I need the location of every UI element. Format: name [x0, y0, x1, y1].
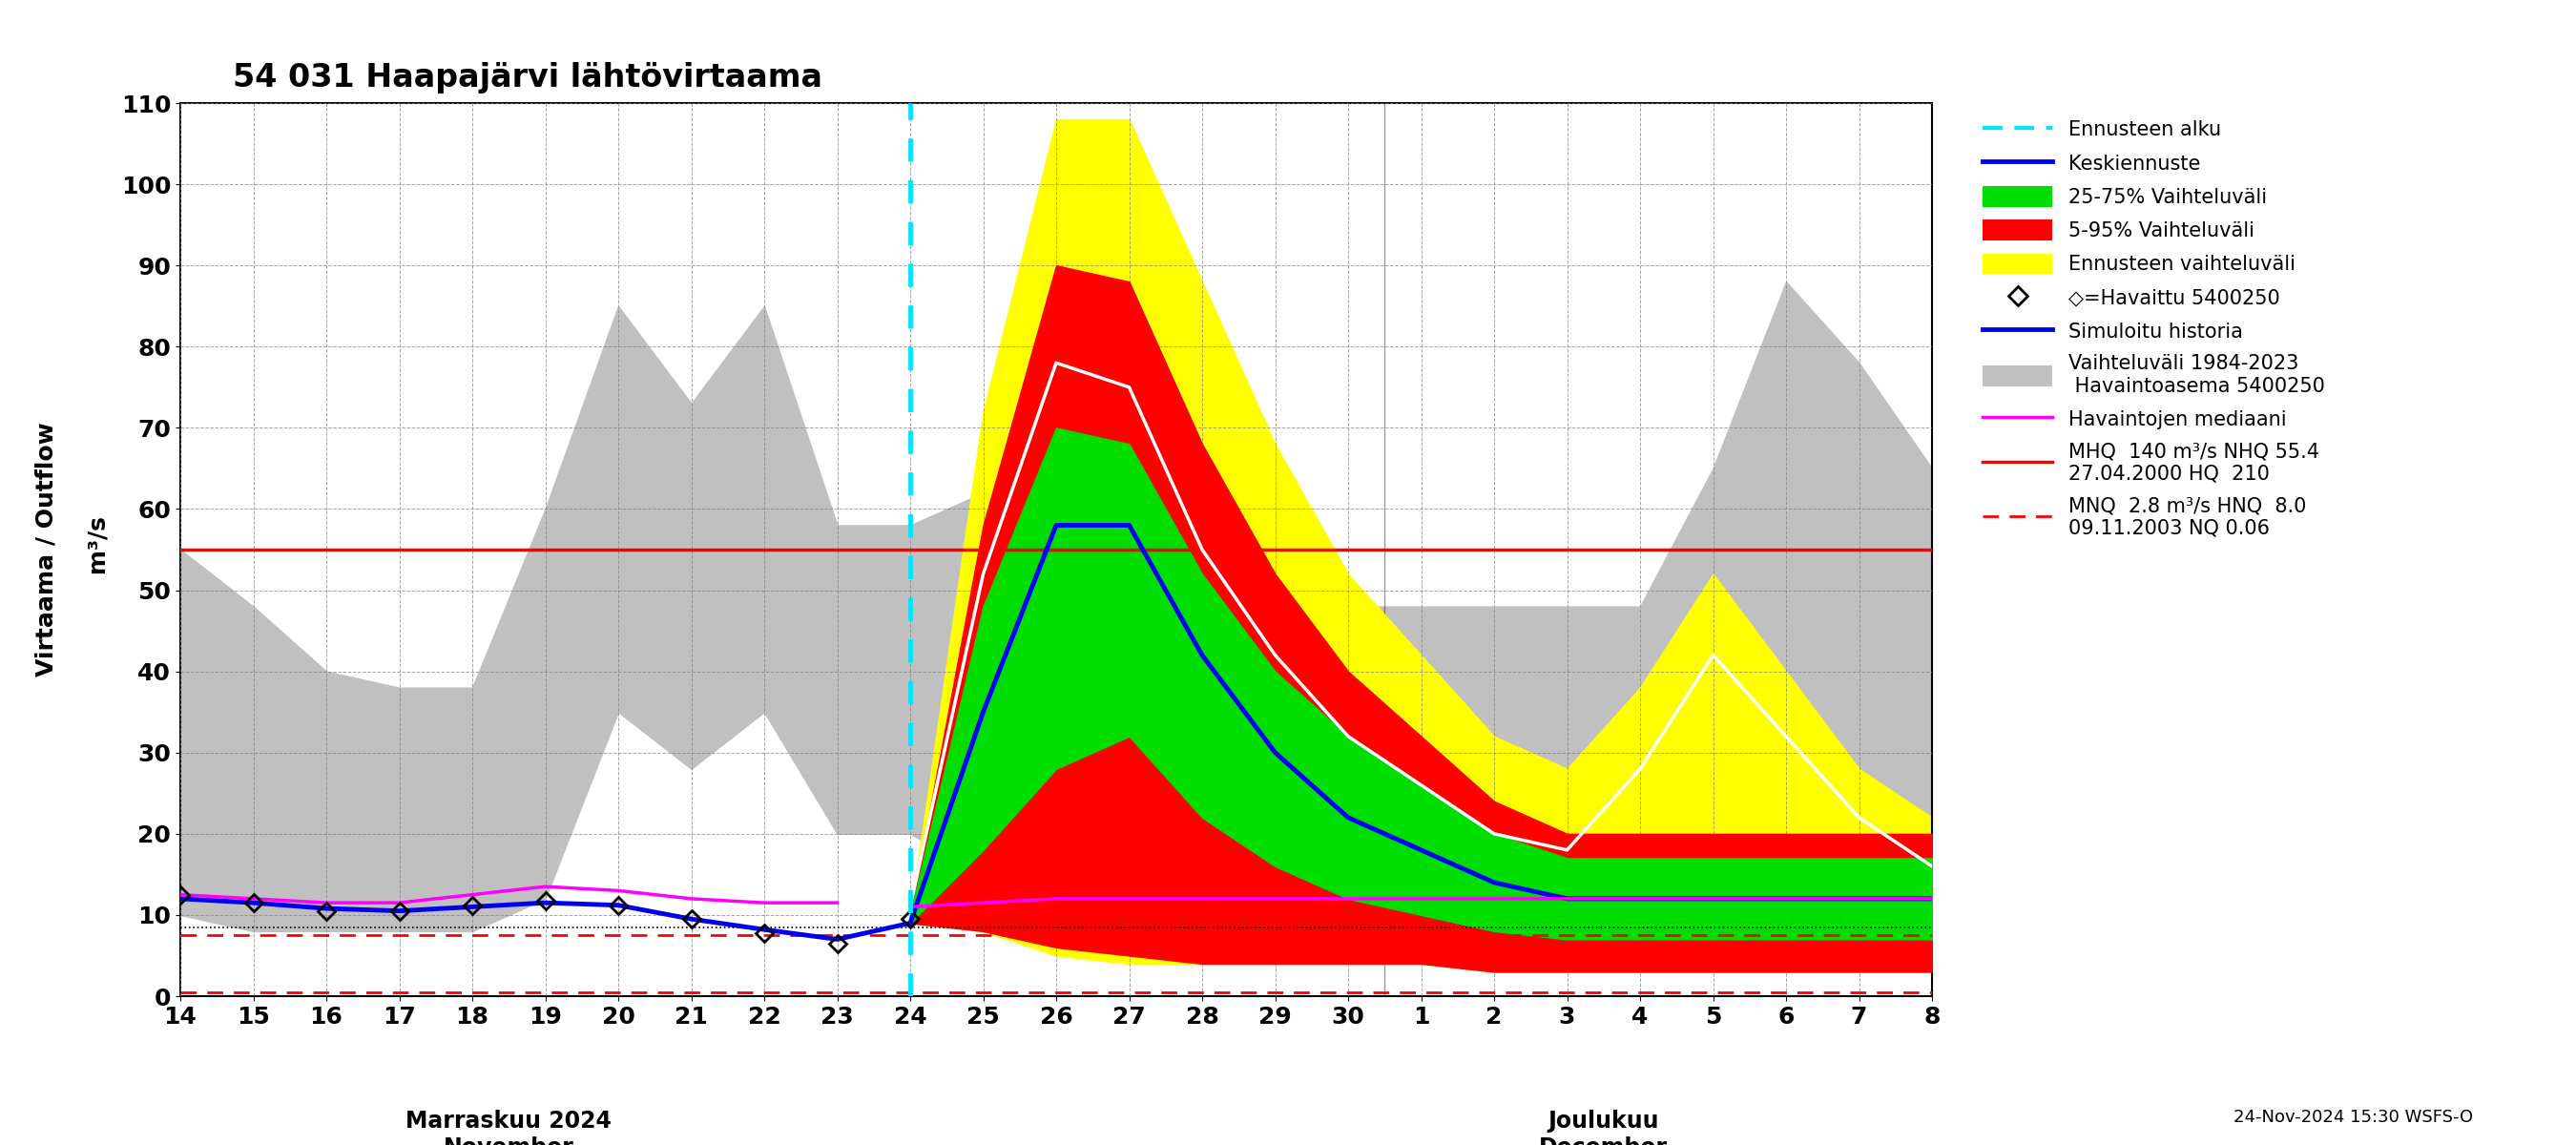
Text: Marraskuu 2024
November: Marraskuu 2024 November: [407, 1110, 611, 1145]
Text: 54 031 Haapajärvi lähtövirtaama: 54 031 Haapajärvi lähtövirtaama: [232, 62, 822, 94]
Text: Joulukuu
December: Joulukuu December: [1540, 1110, 1669, 1145]
Text: 24-Nov-2024 15:30 WSFS-O: 24-Nov-2024 15:30 WSFS-O: [2233, 1108, 2473, 1126]
Y-axis label: Virtaama / Outflow

 m³/s: Virtaama / Outflow m³/s: [33, 423, 111, 677]
Legend: Ennusteen alku, Keskiennuste, 25-75% Vaihteluväli, 5-95% Vaihteluväli, Ennusteen: Ennusteen alku, Keskiennuste, 25-75% Vai…: [1976, 113, 2331, 544]
